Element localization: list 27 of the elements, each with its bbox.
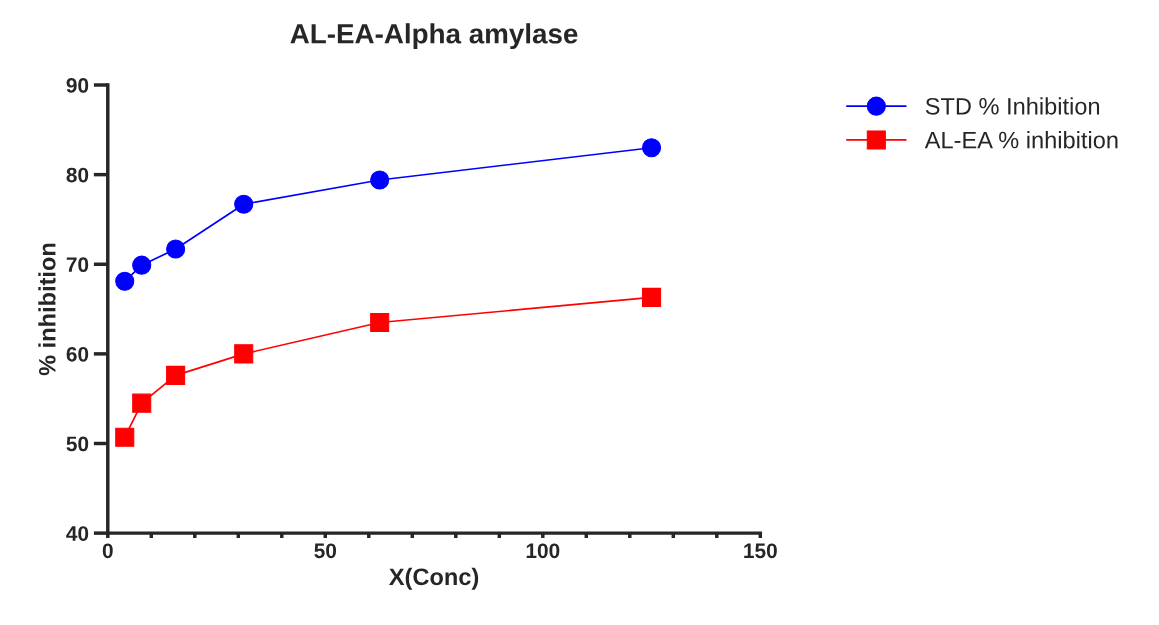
x-tick-label: 150 [744,543,777,559]
point [370,170,390,190]
x-axis-title: X(Conc) [389,567,479,590]
x-tick-label: 100 [526,543,560,559]
y-tick-label: 80 [66,167,89,183]
point [115,427,135,447]
point [115,271,135,291]
y-tick-label: 50 [66,436,89,452]
x-tick-label: 0 [102,543,113,559]
y-tick-label: 70 [66,257,89,272]
point [234,344,254,364]
x-tick-label: 50 [314,543,337,559]
point [642,138,662,158]
chart-title: AL-EA-Alpha amylase [290,23,578,50]
point [166,365,186,385]
y-tick-label: 90 [66,78,89,93]
point [132,393,152,413]
point [166,239,186,259]
y-tick-label: 40 [66,526,89,541]
legend-label: STD % Inhibition [925,97,1100,115]
point [234,194,254,214]
legend-label: AL-EA % inhibition [924,131,1118,149]
y-axis-title: % inhibition [38,243,56,376]
point [132,255,152,275]
point [370,312,390,333]
y-tick-label: 60 [66,346,89,362]
point [642,287,662,307]
